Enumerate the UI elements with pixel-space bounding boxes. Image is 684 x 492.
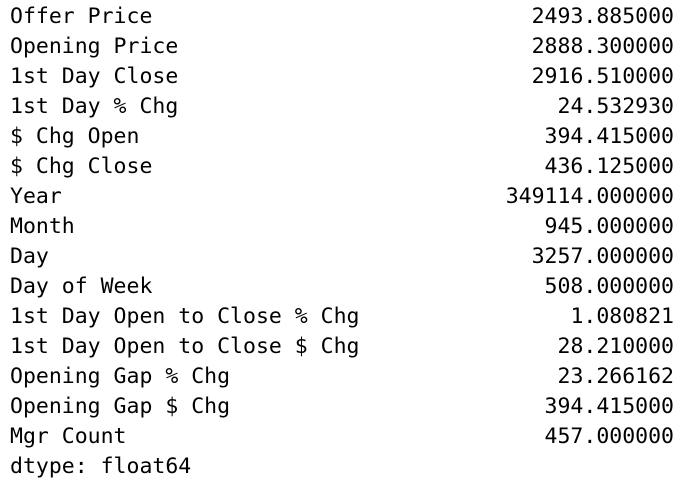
series-row: 1st Day % Chg 24.532930 [10, 92, 674, 122]
row-value: 945.000000 [544, 214, 674, 239]
row-value: 2916.510000 [531, 64, 674, 89]
row-value: 2888.300000 [531, 34, 674, 59]
row-value: 394.415000 [544, 394, 674, 419]
series-row: Opening Price 2888.300000 [10, 32, 674, 62]
row-value: 24.532930 [557, 94, 675, 119]
series-row: Month 945.000000 [10, 212, 674, 242]
row-value: 508.000000 [544, 274, 674, 299]
row-label: Opening Price [10, 34, 179, 59]
series-row: Day 3257.000000 [10, 242, 674, 272]
row-label: 1st Day Open to Close % Chg [10, 304, 360, 329]
series-row: 1st Day Open to Close $ Chg 28.210000 [10, 332, 674, 362]
row-label: Offer Price [10, 4, 153, 29]
series-output: Offer Price 2493.885000 Opening Price 28… [10, 2, 674, 482]
series-row: $ Chg Close 436.125000 [10, 152, 674, 182]
series-row: Year 349114.000000 [10, 182, 674, 212]
row-label: 1st Day Open to Close $ Chg [10, 334, 360, 359]
row-value: 23.266162 [557, 364, 675, 389]
row-label: $ Chg Open [10, 124, 140, 149]
dtype-text: dtype: float64 [10, 454, 192, 479]
row-value: 28.210000 [557, 334, 675, 359]
row-label: $ Chg Close [10, 154, 153, 179]
row-value: 2493.885000 [531, 4, 674, 29]
series-row: Day of Week 508.000000 [10, 272, 674, 302]
series-row: Offer Price 2493.885000 [10, 2, 674, 32]
row-label: Year [10, 184, 62, 209]
row-label: Opening Gap $ Chg [10, 394, 231, 419]
series-row: 1st Day Close 2916.510000 [10, 62, 674, 92]
series-row: Mgr Count 457.000000 [10, 422, 674, 452]
row-label: 1st Day Close [10, 64, 179, 89]
row-label: Opening Gap % Chg [10, 364, 231, 389]
series-row: $ Chg Open 394.415000 [10, 122, 674, 152]
row-value: 3257.000000 [531, 244, 674, 269]
row-label: Mgr Count [10, 424, 127, 449]
series-row: Opening Gap % Chg 23.266162 [10, 362, 674, 392]
row-value: 349114.000000 [505, 184, 674, 209]
row-label: Day of Week [10, 274, 153, 299]
dtype-line: dtype: float64 [10, 452, 674, 482]
series-row: 1st Day Open to Close % Chg 1.080821 [10, 302, 674, 332]
row-value: 436.125000 [544, 154, 674, 179]
series-row: Opening Gap $ Chg 394.415000 [10, 392, 674, 422]
row-value: 1.080821 [570, 304, 674, 329]
row-label: 1st Day % Chg [10, 94, 179, 119]
row-value: 394.415000 [544, 124, 674, 149]
row-label: Month [10, 214, 75, 239]
row-value: 457.000000 [544, 424, 674, 449]
row-label: Day [10, 244, 49, 269]
